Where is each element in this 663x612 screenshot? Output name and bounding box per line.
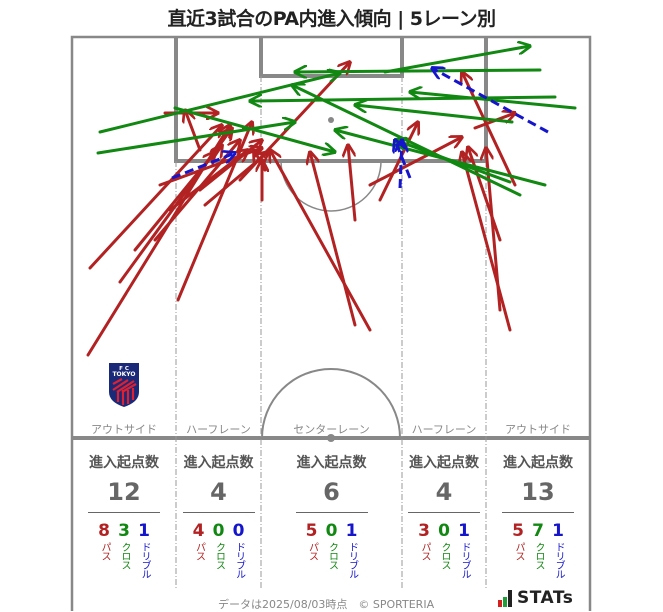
chart-title: 直近3試合のPA内進入傾向 | 5レーン別 [167,8,496,30]
team-logo: F C TOKYO [109,363,139,407]
pass-arrow [158,148,262,187]
pass-arrow [348,145,357,222]
dribble-arrow [432,68,549,134]
pass-label: パス [306,542,318,560]
pass-arrow [185,110,202,152]
entry-total: 6 [323,478,340,506]
stats-logo: STATs [498,589,573,607]
lane-label-halfspace-left: ハーフレーン [186,423,251,436]
logo-bar-red [498,600,502,607]
pass-arrow [176,122,252,302]
cross-count: 7 [532,521,544,541]
lane-stats-outside-right: 進入起点数 13 5 パス 7 クロス 1 ドリブル [486,452,590,578]
pass-count: 5 [512,521,524,541]
stat-header: 進入起点数 [183,455,254,471]
svg-text:F C: F C [119,366,129,372]
dribble-count: 0 [232,521,245,541]
cross-arrow [98,73,340,134]
logo-bar-green [503,597,507,607]
pass-arrow [378,122,418,202]
logo-bar-black [508,590,512,607]
cross-arrow [355,105,514,124]
cross-arrow [395,140,512,184]
pass-count: 5 [305,521,318,541]
pass-arrow [468,147,502,242]
pass-arrows [86,62,515,357]
divider [182,512,255,513]
pass-arrow [462,152,512,332]
entry-total: 4 [210,478,227,506]
pitch-border [70,35,592,611]
cross-label: クロス [326,542,338,569]
dribble-arrow [395,140,412,179]
divider [408,512,480,513]
dribble-count: 1 [345,521,358,541]
cross-arrow [293,70,542,72]
pass-arrow [310,152,357,327]
cross-label: クロス [533,542,544,569]
pass-count: 8 [98,521,110,541]
lane-label-outside-left: アウトサイド [91,423,157,436]
penalty-arc [280,160,382,212]
dribble-label: ドリブル [553,542,564,578]
cross-arrows [96,46,577,197]
stat-header: 進入起点数 [296,455,367,471]
cross-arrow [96,122,295,155]
pass-label: パス [193,542,205,560]
pass-arrow [368,137,462,187]
dribble-count: 1 [458,521,470,541]
dribble-arrow [171,153,235,180]
dribble-count: 1 [138,521,150,541]
entry-total: 4 [435,478,453,506]
dribble-count: 1 [552,521,564,541]
svg-text:TOKYO: TOKYO [112,371,135,378]
cross-label: クロス [439,542,450,569]
dribble-arrow [400,140,402,189]
lane-stats-outside-left: 進入起点数 12 8 パス 3 クロス 1 ドリブル [72,452,176,578]
lane-stats-center: 進入起点数 6 5 パス 0 クロス 1 ドリブル [261,452,402,578]
lane-stats-halfspace-left: 進入起点数 4 4 パス 0 クロス 0 ドリブル [176,452,261,578]
entry-total: 13 [521,478,555,506]
lane-label-outside-right: アウトサイド [505,423,571,436]
cross-arrow [383,46,530,74]
data-date-note: データは2025/08/03時点 © SPORTERIA [218,598,435,611]
center-circle [261,368,401,439]
stats-brand-text: STATs [517,588,574,608]
cross-count: 0 [325,521,338,541]
pass-arrow [212,145,222,162]
dribble-label: ドリブル [346,542,358,578]
cross-count: 3 [118,521,130,541]
stat-header: 進入起点数 [89,455,159,471]
pass-label: パス [513,542,524,560]
divider [502,512,574,513]
cross-arrow [173,106,335,152]
lane-label-halfspace-right: ハーフレーン [411,423,477,436]
pass-label: パス [419,542,430,560]
pass-count: 4 [192,521,205,541]
center-spot [327,434,335,442]
divider [88,512,160,513]
stat-header: 進入起点数 [409,455,479,471]
cross-label: クロス [119,542,130,569]
penalty-spot [328,117,334,123]
pass-label: パス [99,542,110,560]
cross-count: 0 [212,521,225,541]
cross-arrow [248,97,557,101]
pass-count: 3 [418,521,430,541]
pass-arrow [270,150,372,332]
divider [295,512,368,513]
dribble-label: ドリブル [233,542,245,578]
lane-label-center: センターレーン [293,423,370,436]
dribble-label: ドリブル [459,542,470,578]
lane-stats-halfspace-right: 進入起点数 4 3 パス 0 クロス 1 ドリブル [402,452,486,578]
cross-label: クロス [213,542,225,569]
dribble-label: ドリブル [139,542,150,578]
cross-count: 0 [438,521,450,541]
dribble-arrows [171,68,549,189]
stat-header: 進入起点数 [503,455,573,471]
entry-total: 12 [107,478,141,506]
